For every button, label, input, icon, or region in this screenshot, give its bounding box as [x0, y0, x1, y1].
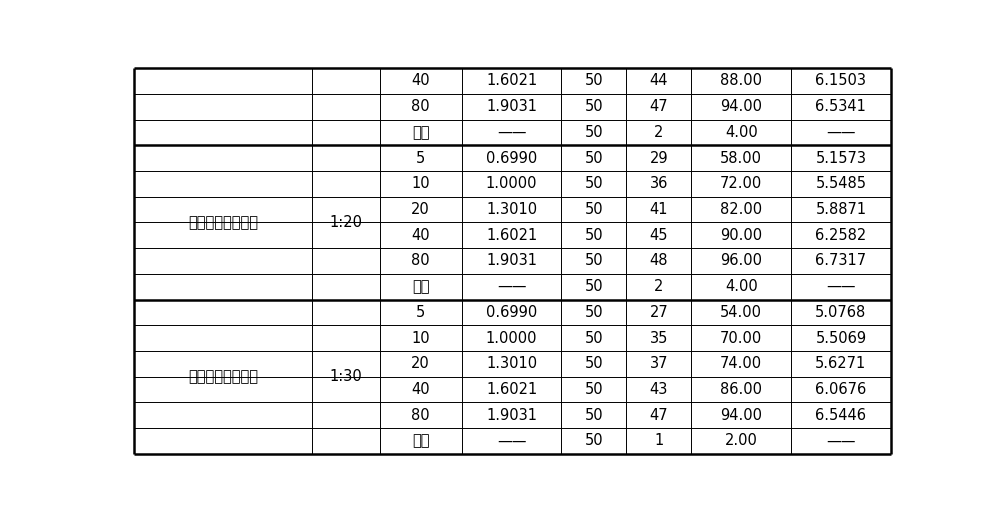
- Text: ——: ——: [826, 434, 856, 449]
- Text: 5.1573: 5.1573: [815, 151, 866, 166]
- Text: 1.9031: 1.9031: [486, 253, 537, 268]
- Text: 1.9031: 1.9031: [486, 99, 537, 114]
- Text: 40: 40: [411, 74, 430, 89]
- Text: 20: 20: [411, 356, 430, 371]
- Text: 5.5485: 5.5485: [815, 176, 866, 191]
- Text: 50: 50: [585, 279, 603, 294]
- Text: 6.5341: 6.5341: [815, 99, 866, 114]
- Text: 6.5446: 6.5446: [815, 408, 866, 423]
- Text: 1.3010: 1.3010: [486, 356, 537, 371]
- Text: 47: 47: [650, 408, 668, 423]
- Text: 70.00: 70.00: [720, 330, 762, 346]
- Text: 72.00: 72.00: [720, 176, 762, 191]
- Text: 1.9031: 1.9031: [486, 408, 537, 423]
- Text: 1.6021: 1.6021: [486, 228, 537, 243]
- Text: 5.0768: 5.0768: [815, 305, 867, 320]
- Text: 丁氟螨酯：塞唐膝: 丁氟螨酯：塞唐膝: [188, 215, 258, 230]
- Text: 6.1503: 6.1503: [815, 74, 866, 89]
- Text: 50: 50: [585, 408, 603, 423]
- Text: 88.00: 88.00: [720, 74, 762, 89]
- Text: 74.00: 74.00: [720, 356, 762, 371]
- Text: 4.00: 4.00: [725, 125, 758, 140]
- Text: 50: 50: [585, 382, 603, 397]
- Text: 4.00: 4.00: [725, 279, 758, 294]
- Text: 5.8871: 5.8871: [815, 202, 866, 217]
- Text: 35: 35: [650, 330, 668, 346]
- Text: 2: 2: [654, 279, 664, 294]
- Text: 80: 80: [411, 408, 430, 423]
- Text: 1:30: 1:30: [329, 369, 362, 384]
- Text: 44: 44: [650, 74, 668, 89]
- Text: 2.00: 2.00: [725, 434, 758, 449]
- Text: 0.6990: 0.6990: [486, 151, 537, 166]
- Text: 36: 36: [650, 176, 668, 191]
- Text: 40: 40: [411, 228, 430, 243]
- Text: 96.00: 96.00: [720, 253, 762, 268]
- Text: 50: 50: [585, 74, 603, 89]
- Text: 80: 80: [411, 253, 430, 268]
- Text: 86.00: 86.00: [720, 382, 762, 397]
- Text: 50: 50: [585, 330, 603, 346]
- Text: 47: 47: [650, 99, 668, 114]
- Text: 5: 5: [416, 305, 425, 320]
- Text: 82.00: 82.00: [720, 202, 762, 217]
- Text: 2: 2: [654, 125, 664, 140]
- Text: 50: 50: [585, 125, 603, 140]
- Text: 6.0676: 6.0676: [815, 382, 867, 397]
- Text: 5.6271: 5.6271: [815, 356, 867, 371]
- Text: 5: 5: [416, 151, 425, 166]
- Text: 27: 27: [650, 305, 668, 320]
- Text: 50: 50: [585, 228, 603, 243]
- Text: 1.0000: 1.0000: [486, 176, 537, 191]
- Text: 50: 50: [585, 151, 603, 166]
- Text: ——: ——: [826, 125, 856, 140]
- Text: 43: 43: [650, 382, 668, 397]
- Text: 40: 40: [411, 382, 430, 397]
- Text: 58.00: 58.00: [720, 151, 762, 166]
- Text: 10: 10: [411, 176, 430, 191]
- Text: 50: 50: [585, 202, 603, 217]
- Text: ——: ——: [826, 279, 856, 294]
- Text: 50: 50: [585, 434, 603, 449]
- Text: 1.6021: 1.6021: [486, 382, 537, 397]
- Text: 80: 80: [411, 99, 430, 114]
- Text: 10: 10: [411, 330, 430, 346]
- Text: 1.6021: 1.6021: [486, 74, 537, 89]
- Text: 50: 50: [585, 305, 603, 320]
- Text: 45: 45: [650, 228, 668, 243]
- Text: 1.3010: 1.3010: [486, 202, 537, 217]
- Text: ——: ——: [497, 125, 526, 140]
- Text: 20: 20: [411, 202, 430, 217]
- Text: 29: 29: [650, 151, 668, 166]
- Text: 94.00: 94.00: [720, 99, 762, 114]
- Text: 1: 1: [654, 434, 664, 449]
- Text: 1:20: 1:20: [329, 215, 362, 230]
- Text: 对照: 对照: [412, 279, 429, 294]
- Text: 54.00: 54.00: [720, 305, 762, 320]
- Text: 对照: 对照: [412, 434, 429, 449]
- Text: 48: 48: [650, 253, 668, 268]
- Text: 90.00: 90.00: [720, 228, 762, 243]
- Text: 丁氟螨酯：塞唐膝: 丁氟螨酯：塞唐膝: [188, 369, 258, 384]
- Text: 50: 50: [585, 356, 603, 371]
- Text: 94.00: 94.00: [720, 408, 762, 423]
- Text: 41: 41: [650, 202, 668, 217]
- Text: 对照: 对照: [412, 125, 429, 140]
- Text: ——: ——: [497, 279, 526, 294]
- Text: 5.5069: 5.5069: [815, 330, 866, 346]
- Text: 6.2582: 6.2582: [815, 228, 867, 243]
- Text: 1.0000: 1.0000: [486, 330, 537, 346]
- Text: ——: ——: [497, 434, 526, 449]
- Text: 37: 37: [650, 356, 668, 371]
- Text: 50: 50: [585, 176, 603, 191]
- Text: 6.7317: 6.7317: [815, 253, 866, 268]
- Text: 50: 50: [585, 253, 603, 268]
- Text: 0.6990: 0.6990: [486, 305, 537, 320]
- Text: 50: 50: [585, 99, 603, 114]
